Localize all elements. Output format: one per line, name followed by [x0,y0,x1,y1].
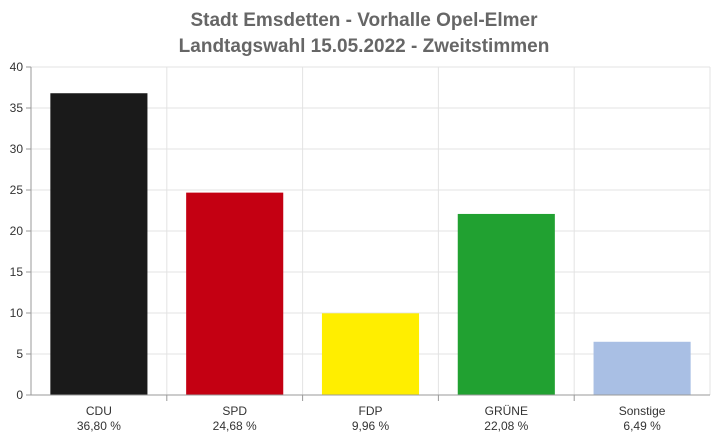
y-tick-label-20: 20 [10,224,24,238]
y-tick-label-0: 0 [16,388,23,402]
bar-spd [186,192,284,395]
bars [50,93,691,396]
axes [26,66,710,401]
chart-title-line-2: Landtagswahl 15.05.2022 - Zweitstimmen [179,36,550,57]
y-tick-label-10: 10 [10,306,24,320]
y-tick-label-40: 40 [10,60,24,74]
chart-title-line-1: Stadt Emsdetten - Vorhalle Opel-Elmer [190,10,538,31]
x-category-label: CDU [86,404,112,418]
x-category-label: SPD [222,404,247,418]
bar-sonstige [593,341,691,395]
bar-cdu [50,93,148,396]
y-axis-ticks: 0 5 10 15 20 25 30 35 40 [10,60,24,402]
y-tick-label-5: 5 [16,347,23,361]
y-tick-label-15: 15 [10,265,24,279]
y-tick-label-30: 30 [10,142,24,156]
x-value-label: 9,96 % [352,419,390,433]
x-category-label: FDP [359,404,383,418]
bar-fdp [321,313,420,395]
y-tick-label-35: 35 [10,101,24,115]
x-value-label: 6,49 % [623,419,661,433]
x-value-label: 24,68 % [213,419,257,433]
bar-grüne [457,213,555,395]
y-tick-label-25: 25 [10,183,24,197]
x-value-label: 22,08 % [484,419,528,433]
x-category-label: Sonstige [619,404,666,418]
x-value-label: 36,80 % [77,419,121,433]
x-category-label: GRÜNE [485,404,528,418]
